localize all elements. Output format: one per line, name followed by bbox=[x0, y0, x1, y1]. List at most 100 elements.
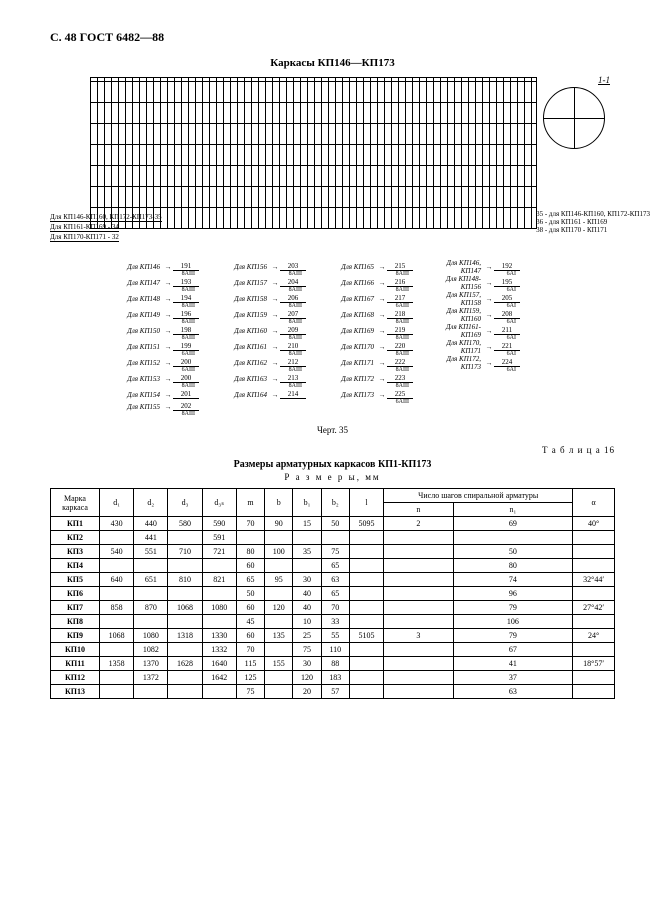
cell-b1: 15 bbox=[293, 517, 321, 531]
cell-n bbox=[384, 573, 453, 587]
table-row: КП11135813701628164011515530884118°57′ bbox=[51, 657, 615, 671]
cell-b1: 120 bbox=[293, 671, 321, 685]
ref-row: Для КП154→201 bbox=[110, 389, 199, 400]
table-row: КП121372164212512018337 bbox=[51, 671, 615, 685]
table-row: КП650406596 bbox=[51, 587, 615, 601]
table-row: КП354055171072180100357550 bbox=[51, 545, 615, 559]
cell-d3 bbox=[168, 531, 202, 545]
cell-mark: КП5 bbox=[51, 573, 100, 587]
cell-d1 bbox=[100, 671, 134, 685]
cell-d1 bbox=[100, 587, 134, 601]
cell-d3s bbox=[202, 587, 236, 601]
cell-l bbox=[349, 531, 383, 545]
cell-m: 45 bbox=[236, 615, 264, 629]
cell-a bbox=[573, 531, 615, 545]
cell-d3s bbox=[202, 685, 236, 699]
cell-l bbox=[349, 643, 383, 657]
cell-n bbox=[384, 601, 453, 615]
diagram-title: Каркасы КП146—КП173 bbox=[50, 57, 615, 69]
cell-d1 bbox=[100, 643, 134, 657]
cell-d1: 858 bbox=[100, 601, 134, 615]
cell-n1: 79 bbox=[453, 629, 573, 643]
cell-d1 bbox=[100, 685, 134, 699]
cell-d3s: 1642 bbox=[202, 671, 236, 685]
table-row: КП143044058059070901550509526940° bbox=[51, 517, 615, 531]
cell-b2 bbox=[321, 531, 349, 545]
cell-b1: 30 bbox=[293, 573, 321, 587]
cell-n1: 69 bbox=[453, 517, 573, 531]
cell-b2: 65 bbox=[321, 559, 349, 573]
right-side-label: 35 - для КП146-КП160, КП172-КП173 bbox=[536, 210, 650, 218]
cell-l bbox=[349, 601, 383, 615]
cell-l bbox=[349, 671, 383, 685]
cell-b2: 110 bbox=[321, 643, 349, 657]
cell-b2: 65 bbox=[321, 587, 349, 601]
cell-l bbox=[349, 559, 383, 573]
cell-m: 50 bbox=[236, 587, 264, 601]
cell-b2: 75 bbox=[321, 545, 349, 559]
th-alpha: α bbox=[573, 489, 615, 517]
cell-n bbox=[384, 531, 453, 545]
cell-b bbox=[265, 685, 293, 699]
cell-d3 bbox=[168, 685, 202, 699]
th-n1: n₁ bbox=[453, 503, 573, 517]
cell-b1 bbox=[293, 531, 321, 545]
cell-mark: КП6 bbox=[51, 587, 100, 601]
cell-n1: 67 bbox=[453, 643, 573, 657]
cell-n1: 80 bbox=[453, 559, 573, 573]
cell-d2 bbox=[134, 615, 168, 629]
table-title: Размеры арматурных каркасов КП1-КП173 bbox=[50, 459, 615, 470]
cell-b bbox=[265, 531, 293, 545]
cell-n bbox=[384, 615, 453, 629]
cell-d3s: 1330 bbox=[202, 629, 236, 643]
cell-b: 120 bbox=[265, 601, 293, 615]
cell-a: 32°44′ bbox=[573, 573, 615, 587]
cell-mark: КП11 bbox=[51, 657, 100, 671]
cell-d1 bbox=[100, 615, 134, 629]
cell-d3s: 1080 bbox=[202, 601, 236, 615]
cell-a: 24° bbox=[573, 629, 615, 643]
cell-n bbox=[384, 545, 453, 559]
cell-d2: 651 bbox=[134, 573, 168, 587]
cell-n1: 41 bbox=[453, 657, 573, 671]
cell-b1: 20 bbox=[293, 685, 321, 699]
cell-n: 2 bbox=[384, 517, 453, 531]
cell-d3: 710 bbox=[168, 545, 202, 559]
cell-mark: КП9 bbox=[51, 629, 100, 643]
cell-d2: 1082 bbox=[134, 643, 168, 657]
cell-d3s: 1332 bbox=[202, 643, 236, 657]
section-circle bbox=[543, 87, 605, 149]
cell-n bbox=[384, 559, 453, 573]
cell-b1: 40 bbox=[293, 601, 321, 615]
cell-a: 27°42′ bbox=[573, 601, 615, 615]
cell-d3s: 821 bbox=[202, 573, 236, 587]
cell-mark: КП2 bbox=[51, 531, 100, 545]
cell-b1: 75 bbox=[293, 643, 321, 657]
cell-d1: 430 bbox=[100, 517, 134, 531]
cell-d3s: 721 bbox=[202, 545, 236, 559]
table-row: КП1375205763 bbox=[51, 685, 615, 699]
cell-a bbox=[573, 545, 615, 559]
cell-d2: 870 bbox=[134, 601, 168, 615]
cell-a: 18°57′ bbox=[573, 657, 615, 671]
cell-d3s bbox=[202, 559, 236, 573]
side-label: Для КП170-КП171 - 32 bbox=[50, 233, 119, 242]
cell-b1: 30 bbox=[293, 657, 321, 671]
cell-b2: 70 bbox=[321, 601, 349, 615]
table-row: КП7858870106810806012040707927°42′ bbox=[51, 601, 615, 615]
cell-m: 60 bbox=[236, 629, 264, 643]
cell-n bbox=[384, 671, 453, 685]
cell-m bbox=[236, 531, 264, 545]
cell-n1: 37 bbox=[453, 671, 573, 685]
ref-row: Для КП164→214 bbox=[217, 389, 306, 400]
th-d2: d₂ bbox=[134, 489, 168, 517]
cell-b1: 35 bbox=[293, 545, 321, 559]
cell-d3s: 590 bbox=[202, 517, 236, 531]
cell-b bbox=[265, 587, 293, 601]
th-l: l bbox=[349, 489, 383, 517]
cell-n bbox=[384, 685, 453, 699]
cell-n1: 106 bbox=[453, 615, 573, 629]
cell-d1: 640 bbox=[100, 573, 134, 587]
cell-d1: 1358 bbox=[100, 657, 134, 671]
cell-l bbox=[349, 573, 383, 587]
